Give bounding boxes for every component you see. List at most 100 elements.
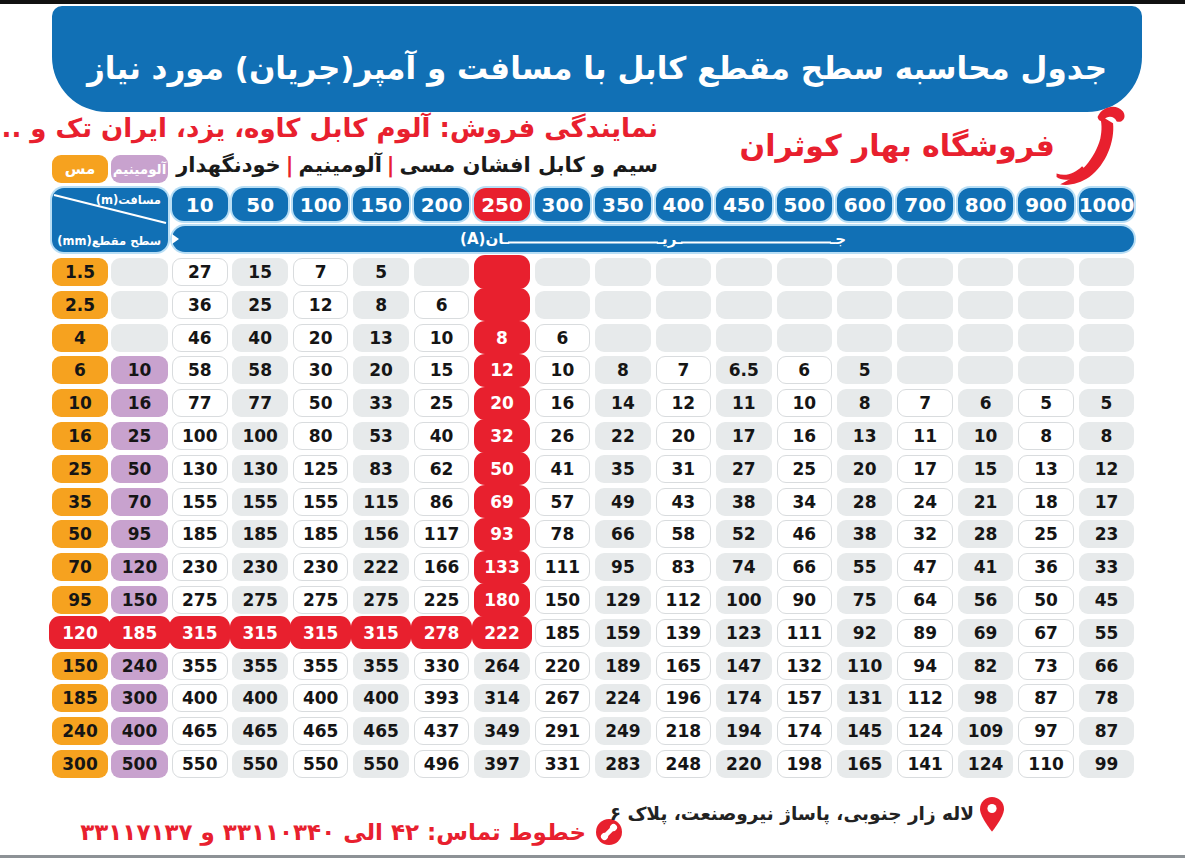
amp-cell: 355 xyxy=(293,652,349,680)
amp-cell: 34 xyxy=(777,488,833,516)
amp-cell: 150 xyxy=(535,586,591,614)
amp-cell: 58 xyxy=(232,356,288,384)
amp-cell: 36 xyxy=(1018,553,1074,581)
amp-cell: 64 xyxy=(897,586,953,614)
amp-cell-empty xyxy=(897,324,953,352)
amp-cell-empty xyxy=(595,324,651,352)
copper-size-cell: 300 xyxy=(52,750,108,778)
distance-header: 200 xyxy=(414,188,470,221)
amp-cell: 10 xyxy=(958,422,1014,450)
amp-cell: 165 xyxy=(837,750,893,778)
amp-cell: 6 xyxy=(777,356,833,384)
distance-header: 50 xyxy=(232,188,288,221)
amp-cell: 45 xyxy=(1079,586,1135,614)
amp-cell: 92 xyxy=(837,619,893,647)
amp-cell: 5 xyxy=(353,258,409,286)
amp-cell: 20 xyxy=(474,387,530,420)
current-band: جــریــان(A) xyxy=(172,226,1134,252)
amp-cell: 28 xyxy=(958,520,1014,548)
distance-header: 600 xyxy=(837,188,893,221)
amp-cell-empty xyxy=(716,291,772,319)
amp-cell: 133 xyxy=(474,551,530,584)
amp-cell: 5 xyxy=(837,356,893,384)
amp-cell: 97 xyxy=(1018,717,1074,745)
amp-cell: 69 xyxy=(474,485,530,518)
amp-cell: 230 xyxy=(172,553,228,581)
copper-size-cell: 25 xyxy=(52,455,108,483)
aluminum-size-cell: 240 xyxy=(111,652,168,680)
amp-cell-empty xyxy=(837,258,893,286)
distance-header: 900 xyxy=(1018,188,1074,221)
aluminum-size-cell: 50 xyxy=(111,455,168,483)
distance-header: 500 xyxy=(777,188,833,221)
amp-cell: 26 xyxy=(535,422,591,450)
amp-cell: 62 xyxy=(414,455,470,483)
amp-cell: 8 xyxy=(353,291,409,319)
amp-cell: 185 xyxy=(232,520,288,548)
amp-cell: 14 xyxy=(595,389,651,417)
amp-cell: 275 xyxy=(232,586,288,614)
amp-cell: 78 xyxy=(1079,684,1135,712)
amp-cell: 57 xyxy=(535,488,591,516)
amp-cell: 8 xyxy=(837,389,893,417)
amp-cell-empty xyxy=(1079,291,1135,319)
distance-header: 10 xyxy=(172,188,228,221)
distance-header: 700 xyxy=(897,188,953,221)
amp-cell: 112 xyxy=(656,586,712,614)
amp-cell: 185 xyxy=(535,619,591,647)
copper-size-cell: 10 xyxy=(52,389,108,417)
current-band-label: جــریــان(A) xyxy=(460,230,846,248)
amp-cell: 40 xyxy=(414,422,470,450)
amp-cell: 52 xyxy=(716,520,772,548)
amp-cell-empty xyxy=(958,324,1014,352)
amp-cell: 185 xyxy=(172,520,228,548)
amp-cell: 8 xyxy=(1018,422,1074,450)
amp-cell: 8 xyxy=(595,356,651,384)
band-notch xyxy=(172,234,179,244)
amp-cell: 25 xyxy=(1018,520,1074,548)
amp-cell: 109 xyxy=(958,717,1014,745)
amp-cell: 17 xyxy=(716,422,772,450)
copper-size-cell: 70 xyxy=(52,553,108,581)
amp-cell: 17 xyxy=(897,455,953,483)
copper-size-cell: 150 xyxy=(52,652,108,680)
amp-cell: 156 xyxy=(353,520,409,548)
page-title: جدول محاسبه سطح مقطع کابل با مسافت و آمپ… xyxy=(87,32,1107,86)
amp-cell-empty xyxy=(777,324,833,352)
distance-axis-label: مسافت(m) xyxy=(96,193,161,207)
amp-cell: 77 xyxy=(232,389,288,417)
amp-cell: 315 xyxy=(230,616,291,649)
amp-cell: 20 xyxy=(293,324,349,352)
amp-cell: 267 xyxy=(535,684,591,712)
amp-cell: 397 xyxy=(474,750,530,778)
amp-cell: 218 xyxy=(656,717,712,745)
amp-cell: 33 xyxy=(353,389,409,417)
amp-cell: 94 xyxy=(897,652,953,680)
copper-size-cell: 2.5 xyxy=(52,291,108,319)
amp-cell: 189 xyxy=(595,652,651,680)
amp-cell: 77 xyxy=(172,389,228,417)
bottom-border-line xyxy=(0,855,1185,858)
cross-section-axis-label: سطح مقطع(mm) xyxy=(57,234,161,248)
amp-cell: 465 xyxy=(293,717,349,745)
amp-cell: 141 xyxy=(897,750,953,778)
amp-cell: 112 xyxy=(897,684,953,712)
amp-cell: 437 xyxy=(414,717,470,745)
amp-cell: 155 xyxy=(172,488,228,516)
distance-header: 300 xyxy=(535,188,591,221)
amp-cell-empty xyxy=(777,291,833,319)
amp-cell-empty xyxy=(1018,258,1074,286)
distance-header: 400 xyxy=(656,188,712,221)
amp-cell: 7 xyxy=(656,356,712,384)
amp-cell-empty xyxy=(656,291,712,319)
aluminum-column-label: آلومینیم xyxy=(111,155,168,183)
amp-cell: 24 xyxy=(897,488,953,516)
amp-cell: 30 xyxy=(293,356,349,384)
title-banner: جدول محاسبه سطح مقطع کابل با مسافت و آمپ… xyxy=(52,6,1142,112)
amp-cell: 130 xyxy=(172,455,228,483)
amp-cell: 155 xyxy=(232,488,288,516)
amp-cell: 15 xyxy=(232,258,288,286)
dealer-line: نمایندگی فروش: آلوم کابل کاوه، یزد، ایرا… xyxy=(0,113,658,143)
amp-cell: 174 xyxy=(777,717,833,745)
copper-size-cell: 120 xyxy=(49,616,110,649)
